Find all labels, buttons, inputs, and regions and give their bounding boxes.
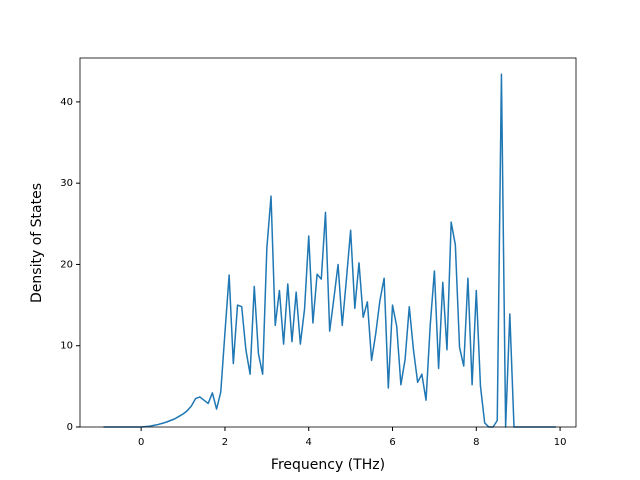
y-tick-label: 30 [60, 178, 73, 189]
x-tick-label: 6 [389, 437, 395, 448]
y-tick-label: 20 [60, 259, 73, 270]
y-axis-label: Density of States [29, 183, 45, 303]
x-tick-label: 2 [222, 437, 228, 448]
line-series [103, 73, 556, 428]
plot-frame [79, 57, 577, 428]
x-tick-label: 4 [306, 437, 312, 448]
x-axis-label: Frequency (THz) [271, 457, 385, 473]
y-tick-label: 40 [60, 97, 73, 108]
y-tick-label: 0 [67, 422, 73, 433]
x-tick-label: 10 [554, 437, 567, 448]
x-tick-label: 0 [138, 437, 144, 448]
x-tick-label: 8 [473, 437, 479, 448]
y-tick-label: 10 [60, 341, 73, 352]
